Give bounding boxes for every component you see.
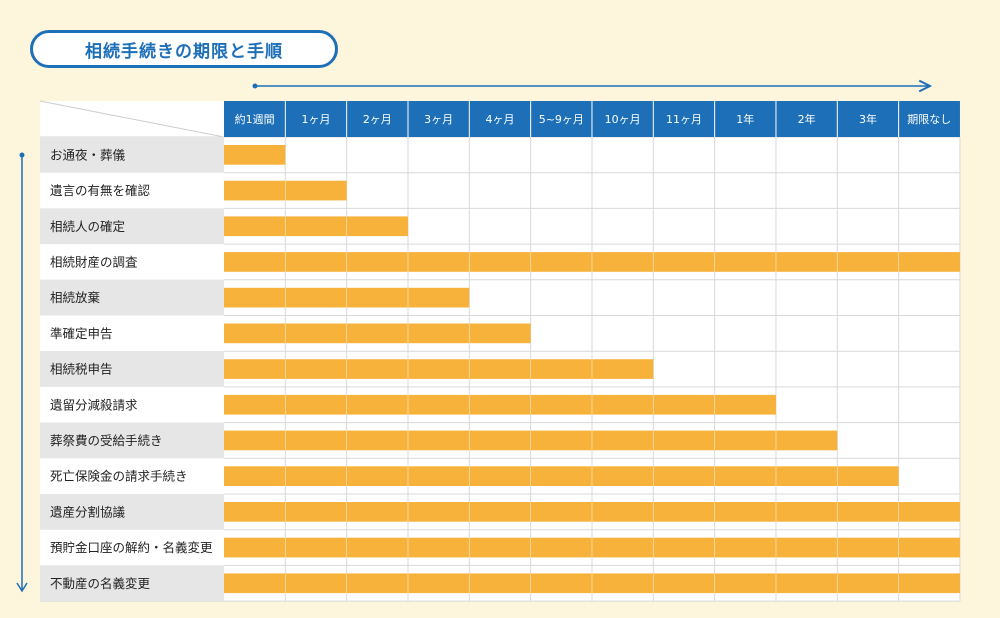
task-bar <box>224 323 531 344</box>
row-label-cell <box>40 279 224 316</box>
column-header: 10ヶ月 <box>605 113 641 126</box>
corner-diagonal <box>39 100 225 138</box>
column-header: 2年 <box>798 112 816 126</box>
column-header: 約1週間 <box>235 112 275 126</box>
chart-title: 相続手続きの期限と手順 <box>30 30 338 68</box>
time-axis-start-dot <box>252 83 258 89</box>
row-label: 死亡保険金の請求手続き <box>50 469 188 484</box>
task-bar <box>224 145 286 165</box>
row-label-cell <box>40 137 224 173</box>
row-label-cell <box>40 565 224 602</box>
row-label: 準確定申告 <box>50 326 113 341</box>
column-header: 3ヶ月 <box>424 113 453 126</box>
row-label: 葬祭費の受給手続き <box>50 433 163 448</box>
column-header: 1ヶ月 <box>301 113 330 126</box>
row-label: 相続財産の調査 <box>50 254 138 269</box>
task-bar <box>224 466 899 486</box>
column-header: 5~9ヶ月 <box>539 113 584 126</box>
column-header: 11ヶ月 <box>666 113 702 126</box>
row-label: 相続放棄 <box>50 290 101 305</box>
row-label: 遺産分割協議 <box>50 504 126 519</box>
row-label: 遺留分減殺請求 <box>50 397 138 412</box>
column-header: 4ヶ月 <box>485 113 514 126</box>
row-label: 相続人の確定 <box>50 219 125 234</box>
row-label: 預貯金口座の解約・名義変更 <box>50 540 213 555</box>
order-axis-arrowhead <box>16 582 28 593</box>
row-label-cell <box>40 244 224 280</box>
task-bar <box>224 359 654 379</box>
order-axis-start-dot <box>19 152 25 158</box>
row-label: 不動産の名義変更 <box>50 576 151 591</box>
row-label-cell <box>40 351 224 387</box>
column-header: 3年 <box>859 112 877 126</box>
row-label-cell <box>40 386 224 423</box>
task-bar <box>224 394 776 415</box>
row-label: 遺言の有無を確認 <box>50 183 151 198</box>
row-label-cell <box>40 172 224 209</box>
row-label-cell <box>40 208 224 245</box>
row-label-cell <box>40 422 224 459</box>
row-label-cell <box>40 458 224 494</box>
column-header: 期限なし <box>907 113 951 126</box>
column-header: 1年 <box>736 112 754 126</box>
column-header: 2ヶ月 <box>363 113 392 126</box>
row-label: お通夜・葬儀 <box>50 147 126 162</box>
row-label-cell <box>40 315 224 352</box>
row-label: 相続税申告 <box>50 362 113 377</box>
row-label-cell <box>40 529 224 566</box>
row-label-cell <box>40 494 224 530</box>
task-bar <box>224 216 408 237</box>
